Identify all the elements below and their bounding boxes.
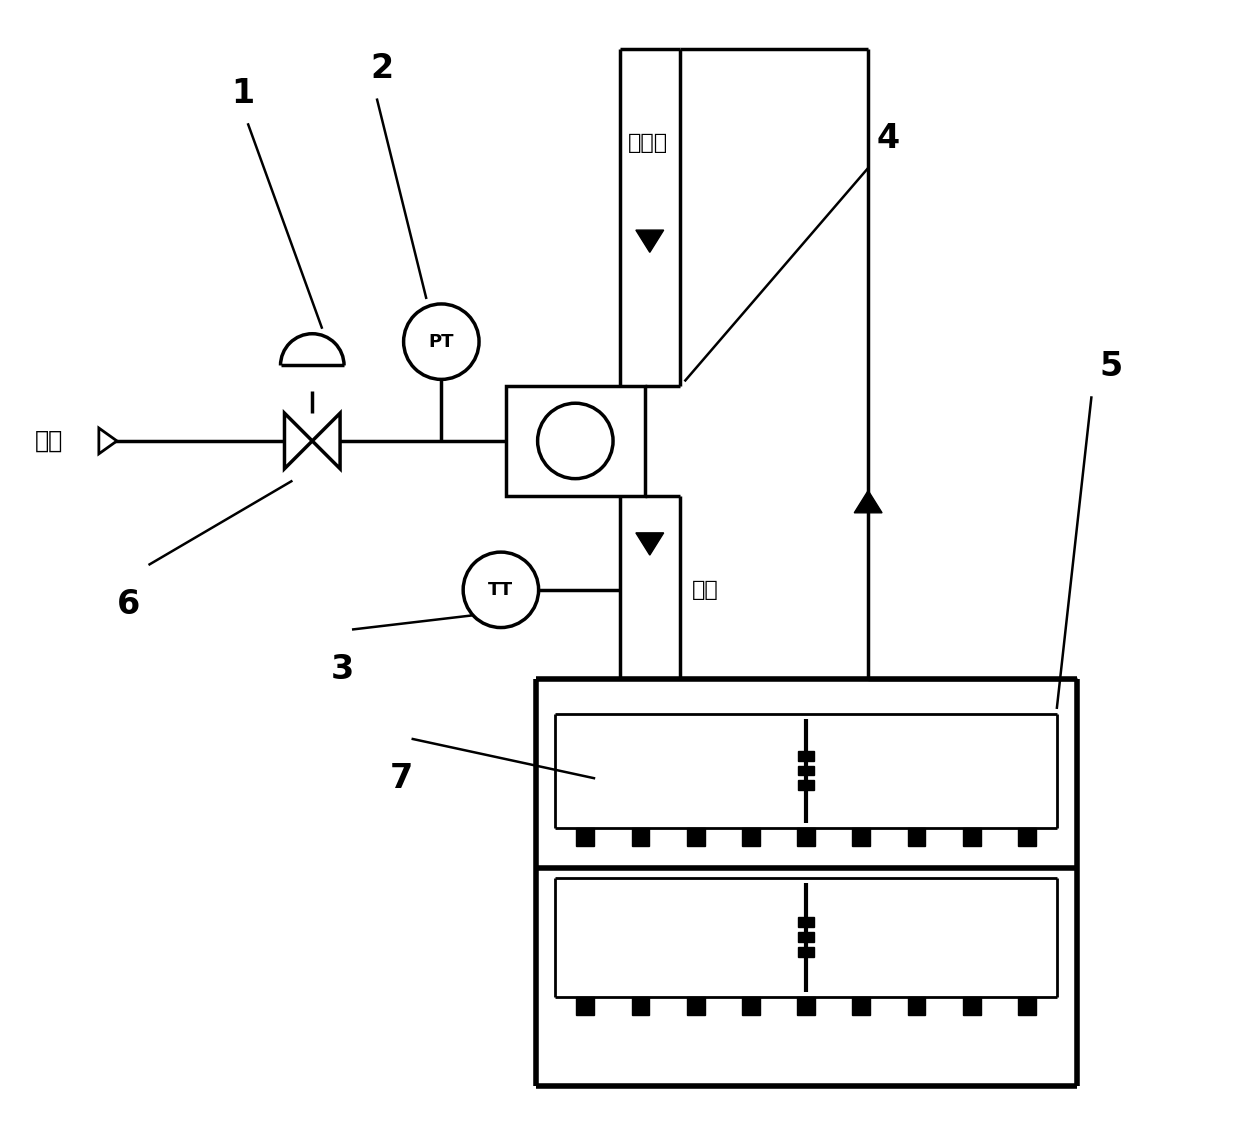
Circle shape [403, 304, 479, 380]
Text: 蒸汽: 蒸汽 [35, 429, 62, 452]
Bar [852, 828, 870, 846]
Polygon shape [636, 533, 663, 555]
Bar [577, 828, 594, 846]
Text: 1: 1 [231, 77, 254, 110]
Bar [506, 387, 645, 496]
Text: 6: 6 [117, 589, 140, 621]
Bar [797, 765, 813, 776]
Polygon shape [636, 230, 663, 253]
Polygon shape [99, 428, 117, 454]
Polygon shape [284, 413, 312, 468]
Text: 4: 4 [877, 121, 899, 154]
Bar [908, 997, 925, 1015]
Bar [797, 828, 815, 846]
Text: 2: 2 [371, 52, 393, 85]
Text: 热风: 热风 [692, 579, 718, 600]
Bar [797, 932, 813, 942]
Bar [631, 828, 650, 846]
Bar [797, 751, 813, 761]
Bar [797, 947, 813, 957]
Bar [962, 997, 981, 1015]
Bar [908, 828, 925, 846]
Bar [852, 997, 870, 1015]
Bar [687, 828, 704, 846]
Bar [742, 828, 760, 846]
Text: 循环风: 循环风 [627, 133, 668, 153]
Bar [797, 917, 813, 928]
Polygon shape [854, 491, 882, 513]
Bar [1018, 997, 1035, 1015]
Bar [1018, 828, 1035, 846]
Bar [631, 997, 650, 1015]
Bar [742, 997, 760, 1015]
Bar [577, 997, 594, 1015]
Text: 5: 5 [1100, 350, 1123, 383]
Polygon shape [312, 413, 340, 468]
Circle shape [538, 404, 613, 479]
Bar [797, 997, 815, 1015]
Text: TT: TT [489, 581, 513, 599]
Circle shape [464, 552, 538, 627]
Text: 7: 7 [391, 762, 413, 795]
Bar [797, 780, 813, 790]
Bar [687, 997, 704, 1015]
Text: PT: PT [429, 332, 454, 350]
Bar [962, 828, 981, 846]
Text: 3: 3 [330, 653, 353, 686]
